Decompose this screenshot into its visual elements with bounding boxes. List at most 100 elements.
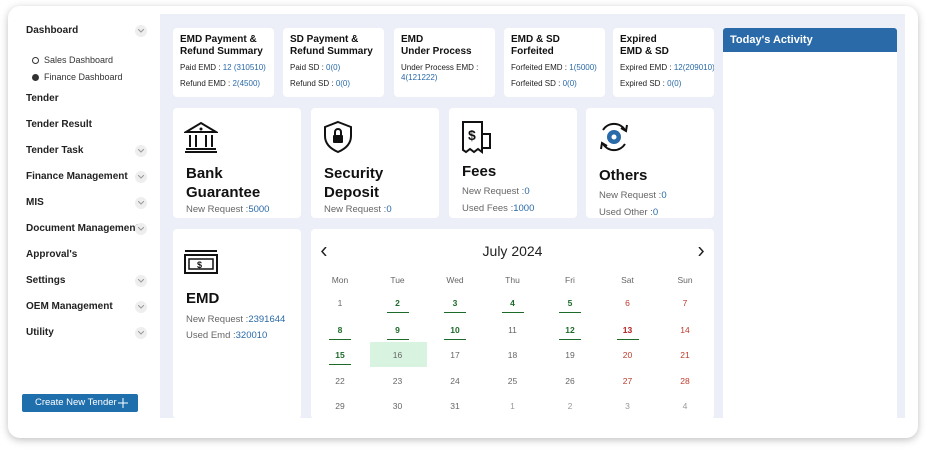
line-label: New Request : (324, 204, 387, 215)
calendar-day[interactable]: 30 (392, 401, 403, 411)
summary-card: Expired EMD & SD Expired EMD : 12(209010) E… (613, 28, 714, 97)
card-line: Expired SD : 0(0) (620, 79, 714, 89)
line-label: Paid EMD : (180, 63, 221, 72)
event-underline (559, 312, 581, 313)
line-value: 0 (386, 204, 392, 215)
line-value: 12(209010) (673, 63, 714, 72)
calendar-day[interactable]: 22 (335, 376, 345, 386)
calendar-day[interactable]: 4 (682, 401, 688, 411)
weekday: Tue (390, 275, 405, 285)
calendar-day[interactable]: 17 (450, 350, 460, 360)
nav-item[interactable]: Settings (26, 275, 66, 286)
chevron (135, 275, 147, 287)
stat-title: Fees (462, 163, 497, 180)
icon (184, 121, 218, 153)
calendar-day[interactable]: 2 (567, 401, 573, 411)
line-label: New Request : (599, 190, 662, 201)
calendar-day[interactable]: 20 (622, 350, 633, 360)
calendar-day[interactable]: 5 (567, 298, 573, 308)
calendar-day[interactable]: 13 (622, 325, 633, 335)
calendar-day[interactable]: 3 (625, 401, 630, 411)
calendar-day[interactable]: 19 (565, 350, 575, 360)
calendar-day[interactable]: 28 (680, 376, 690, 386)
create-button[interactable]: Create New Tender (22, 394, 138, 412)
calendar-day[interactable]: 7 (682, 298, 688, 308)
line-value: 1(5000) (569, 63, 597, 72)
calendar-day[interactable]: 29 (335, 401, 345, 411)
line-value: 0(0) (562, 79, 577, 88)
card-title-line: Refund Summary (180, 46, 263, 57)
weekday: Sat (621, 275, 634, 285)
event-underline (329, 364, 351, 365)
event-underline (444, 339, 466, 340)
activity-header: Today's Activity (723, 28, 897, 52)
event-underline (386, 312, 409, 313)
line-label: Expired EMD : (620, 63, 672, 72)
line-value: 320010 (235, 330, 268, 341)
calendar-day[interactable]: 31 (450, 401, 460, 411)
line-value: 0 (652, 207, 659, 218)
main-area: EMD Payment & Refund Summary Paid EMD : 12… (160, 14, 905, 419)
nav-sub-item[interactable]: Finance Dashboard (44, 72, 123, 82)
stat-line: Used Other :0 (599, 207, 658, 218)
chevron (135, 301, 147, 313)
event-underline (501, 312, 524, 313)
nav-item[interactable]: Tender Result (26, 119, 92, 130)
summary-card: EMD Under Process Under Process EMD : 4(12… (394, 28, 495, 97)
nav-item[interactable]: OEM Management (26, 301, 113, 312)
weekday: Fri (565, 275, 575, 285)
calendar-day[interactable]: 9 (395, 325, 400, 335)
calendar-day[interactable]: 24 (450, 376, 460, 386)
calendar-day[interactable]: 15 (335, 350, 345, 360)
icon (321, 247, 327, 256)
today-highlight (369, 342, 427, 367)
nav-item[interactable]: MIS (26, 197, 44, 208)
line-value: 0 (661, 190, 667, 201)
calendar-day[interactable]: 1 (337, 298, 343, 308)
line-value: 0 (524, 186, 530, 197)
nav-item[interactable]: Tender (26, 93, 59, 104)
nav-item[interactable]: Utility (26, 327, 54, 338)
card-title-line: EMD & SD (620, 46, 669, 57)
calendar-day[interactable]: 25 (507, 376, 518, 386)
stat-title: Others (599, 167, 648, 184)
event-underline (444, 312, 466, 313)
calendar-day[interactable]: 10 (450, 325, 460, 335)
nav-item[interactable]: Finance Management (26, 171, 128, 182)
icon (138, 305, 144, 309)
calendar-day[interactable]: 3 (452, 298, 458, 308)
chevron (135, 171, 147, 183)
nav-item[interactable]: Tender Task (26, 145, 84, 156)
card-title-line: EMD (401, 34, 424, 45)
calendar-day[interactable]: 14 (680, 325, 690, 335)
month-title: July 2024 (482, 243, 543, 259)
calendar-day[interactable]: 11 (508, 325, 517, 335)
icon (138, 175, 144, 179)
chevron (135, 327, 147, 339)
app-window: EMD Payment & Refund Summary Paid EMD : 12… (8, 6, 918, 438)
calendar-day[interactable]: 18 (507, 350, 518, 360)
calendar-day[interactable]: 16 (392, 350, 403, 360)
icon (138, 227, 144, 231)
calendar-day[interactable]: 23 (392, 376, 403, 386)
summary-card: EMD Payment & Refund Summary Paid EMD : 12… (173, 28, 274, 97)
calendar-day[interactable]: 26 (565, 376, 575, 386)
calendar-day[interactable]: 8 (337, 325, 343, 335)
nav-item[interactable]: Dashboard (26, 25, 79, 36)
card-line: Forfeited EMD : 1(5000) (511, 63, 605, 73)
nav-item[interactable]: Document Management (26, 223, 139, 234)
icon (138, 279, 144, 283)
calendar-day[interactable]: 12 (565, 325, 575, 335)
calendar-day[interactable]: 6 (625, 298, 630, 308)
event-underline (559, 339, 581, 340)
calendar-day[interactable]: 21 (680, 350, 690, 360)
card-line: Forfeited SD : 0(0) (511, 79, 605, 89)
calendar-day[interactable]: 4 (510, 298, 515, 308)
stat-card: $ EMD New Request :2391644 Used Emd :320010 (173, 229, 301, 419)
calendar-day[interactable]: 1 (510, 401, 515, 411)
card-title: Expired EMD & SD (620, 34, 669, 58)
calendar-day[interactable]: 2 (395, 298, 400, 308)
nav-item[interactable]: Approval's (26, 249, 78, 260)
calendar-day[interactable]: 27 (622, 376, 633, 386)
nav-sub-item[interactable]: Sales Dashboard (44, 55, 114, 65)
